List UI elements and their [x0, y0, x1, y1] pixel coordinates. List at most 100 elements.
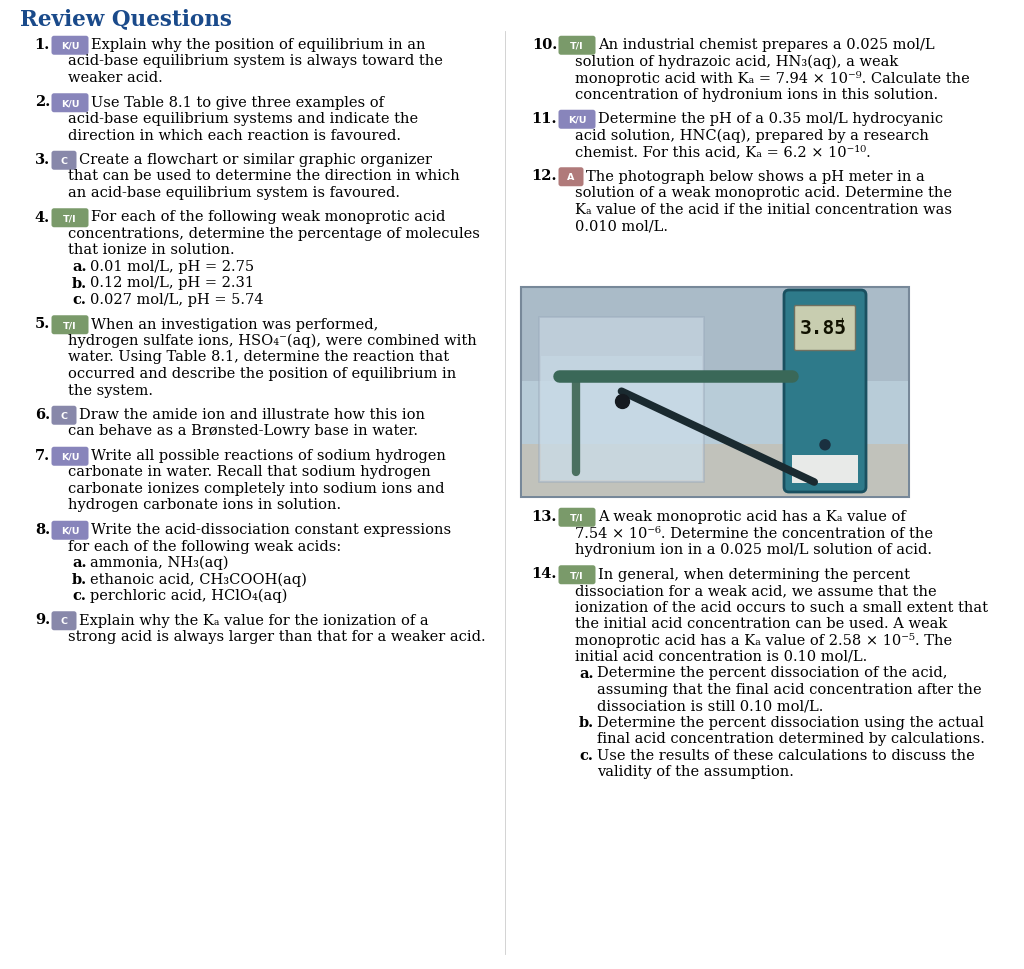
Text: monoprotic acid with Kₐ = 7.94 × 10⁻⁹. Calculate the: monoprotic acid with Kₐ = 7.94 × 10⁻⁹. C… — [575, 71, 970, 86]
Text: T/I: T/I — [63, 321, 77, 329]
FancyBboxPatch shape — [558, 37, 596, 55]
Text: ethanoic acid, CH₃COOH(aq): ethanoic acid, CH₃COOH(aq) — [90, 572, 307, 586]
Text: for each of the following weak acids:: for each of the following weak acids: — [68, 539, 341, 553]
FancyBboxPatch shape — [51, 94, 88, 113]
Text: concentration of hydronium ions in this solution.: concentration of hydronium ions in this … — [575, 87, 938, 102]
Text: weaker acid.: weaker acid. — [68, 71, 163, 85]
Text: initial acid concentration is 0.10 mol/L.: initial acid concentration is 0.10 mol/L… — [575, 649, 867, 664]
FancyBboxPatch shape — [541, 357, 702, 481]
Text: validity of the assumption.: validity of the assumption. — [597, 765, 794, 779]
Text: When an investigation was performed,: When an investigation was performed, — [91, 317, 379, 331]
Text: An industrial chemist prepares a 0.025 mol/L: An industrial chemist prepares a 0.025 m… — [598, 38, 935, 52]
Text: hydrogen sulfate ions, HSO₄⁻(aq), were combined with: hydrogen sulfate ions, HSO₄⁻(aq), were c… — [68, 333, 477, 348]
Text: monoprotic acid has a Kₐ value of 2.58 × 10⁻⁵. The: monoprotic acid has a Kₐ value of 2.58 ×… — [575, 633, 952, 648]
Text: 4.: 4. — [35, 210, 50, 224]
Text: 12.: 12. — [531, 170, 557, 183]
Text: c.: c. — [579, 748, 593, 763]
Text: T/I: T/I — [570, 514, 584, 522]
FancyBboxPatch shape — [558, 110, 596, 130]
Text: Use the results of these calculations to discuss the: Use the results of these calculations to… — [597, 748, 975, 763]
Text: 7.: 7. — [35, 449, 50, 462]
FancyBboxPatch shape — [51, 406, 77, 425]
Text: occurred and describe the position of equilibrium in: occurred and describe the position of eq… — [68, 366, 457, 381]
Text: a.: a. — [72, 260, 86, 273]
Text: acid-base equilibrium systems and indicate the: acid-base equilibrium systems and indica… — [68, 111, 418, 126]
Text: Determine the percent dissociation using the actual: Determine the percent dissociation using… — [597, 715, 984, 730]
Text: a.: a. — [72, 555, 86, 570]
Text: that ionize in solution.: that ionize in solution. — [68, 243, 234, 257]
Text: acid solution, HNC(aq), prepared by a research: acid solution, HNC(aq), prepared by a re… — [575, 128, 929, 142]
Text: Kₐ value of the acid if the initial concentration was: Kₐ value of the acid if the initial conc… — [575, 203, 952, 216]
FancyBboxPatch shape — [51, 209, 88, 228]
Text: an acid-base equilibrium system is favoured.: an acid-base equilibrium system is favou… — [68, 186, 400, 200]
Text: ammonia, NH₃(aq): ammonia, NH₃(aq) — [90, 555, 228, 570]
Text: K/U: K/U — [567, 115, 587, 125]
Text: 3.85: 3.85 — [800, 319, 847, 338]
Text: assuming that the final acid concentration after the: assuming that the final acid concentrati… — [597, 682, 982, 697]
Text: b.: b. — [579, 715, 594, 730]
Text: hydronium ion in a 0.025 mol/L solution of acid.: hydronium ion in a 0.025 mol/L solution … — [575, 543, 932, 556]
Text: Review Questions: Review Questions — [20, 8, 231, 30]
Text: b.: b. — [72, 572, 87, 586]
Text: strong acid is always larger than that for a weaker acid.: strong acid is always larger than that f… — [68, 629, 485, 643]
FancyBboxPatch shape — [51, 611, 77, 631]
Text: Draw the amide ion and illustrate how this ion: Draw the amide ion and illustrate how th… — [79, 408, 425, 422]
Text: 8.: 8. — [35, 522, 50, 537]
FancyBboxPatch shape — [51, 521, 88, 540]
FancyBboxPatch shape — [539, 318, 705, 483]
Text: C: C — [60, 157, 68, 166]
Text: Use Table 8.1 to give three examples of: Use Table 8.1 to give three examples of — [91, 95, 384, 109]
FancyBboxPatch shape — [521, 288, 909, 497]
Text: Determine the pH of a 0.35 mol/L hydrocyanic: Determine the pH of a 0.35 mol/L hydrocy… — [598, 111, 943, 126]
Text: K/U: K/U — [60, 42, 79, 50]
FancyBboxPatch shape — [792, 455, 858, 484]
Text: 1.: 1. — [35, 38, 50, 52]
Text: T/I: T/I — [63, 214, 77, 223]
Text: ▏: ▏ — [841, 317, 849, 332]
Text: a.: a. — [579, 666, 594, 680]
FancyBboxPatch shape — [51, 316, 88, 335]
Text: 14.: 14. — [531, 567, 557, 580]
Text: b.: b. — [72, 276, 87, 290]
Text: c.: c. — [72, 293, 86, 306]
Text: hydrogen carbonate ions in solution.: hydrogen carbonate ions in solution. — [68, 498, 341, 512]
Text: the initial acid concentration can be used. A weak: the initial acid concentration can be us… — [575, 616, 947, 631]
Text: dissociation for a weak acid, we assume that the: dissociation for a weak acid, we assume … — [575, 583, 937, 597]
Text: final acid concentration determined by calculations.: final acid concentration determined by c… — [597, 732, 985, 746]
Text: chemist. For this acid, Kₐ = 6.2 × 10⁻¹⁰.: chemist. For this acid, Kₐ = 6.2 × 10⁻¹⁰… — [575, 144, 870, 159]
Text: T/I: T/I — [570, 42, 584, 50]
Text: Write all possible reactions of sodium hydrogen: Write all possible reactions of sodium h… — [91, 449, 445, 462]
Text: 0.01 mol/L, pH = 2.75: 0.01 mol/L, pH = 2.75 — [90, 260, 254, 273]
Text: Write the acid-dissociation constant expressions: Write the acid-dissociation constant exp… — [91, 522, 452, 537]
Text: Create a flowchart or similar graphic organizer: Create a flowchart or similar graphic or… — [79, 153, 432, 167]
Text: K/U: K/U — [60, 99, 79, 109]
Text: c.: c. — [72, 588, 86, 603]
Text: ionization of the acid occurs to such a small extent that: ionization of the acid occurs to such a … — [575, 600, 988, 614]
Text: carbonate in water. Recall that sodium hydrogen: carbonate in water. Recall that sodium h… — [68, 465, 431, 479]
Text: direction in which each reaction is favoured.: direction in which each reaction is favo… — [68, 128, 401, 142]
Text: solution of a weak monoprotic acid. Determine the: solution of a weak monoprotic acid. Dete… — [575, 186, 952, 200]
Text: C: C — [60, 616, 68, 626]
Text: 0.010 mol/L.: 0.010 mol/L. — [575, 219, 668, 233]
Text: that can be used to determine the direction in which: that can be used to determine the direct… — [68, 170, 460, 183]
FancyBboxPatch shape — [558, 566, 596, 584]
Text: 0.027 mol/L, pH = 5.74: 0.027 mol/L, pH = 5.74 — [90, 293, 263, 306]
Text: The photograph below shows a pH meter in a: The photograph below shows a pH meter in… — [586, 170, 925, 183]
Text: Determine the percent dissociation of the acid,: Determine the percent dissociation of th… — [597, 666, 947, 680]
FancyBboxPatch shape — [51, 448, 88, 466]
Text: 2.: 2. — [35, 95, 50, 109]
Text: T/I: T/I — [570, 571, 584, 579]
Text: concentrations, determine the percentage of molecules: concentrations, determine the percentage… — [68, 227, 480, 240]
FancyBboxPatch shape — [795, 306, 855, 351]
Text: C: C — [60, 411, 68, 421]
Text: For each of the following weak monoprotic acid: For each of the following weak monoproti… — [91, 210, 445, 224]
FancyBboxPatch shape — [522, 444, 908, 496]
FancyBboxPatch shape — [558, 508, 596, 527]
Text: dissociation is still 0.10 mol/L.: dissociation is still 0.10 mol/L. — [597, 699, 823, 713]
Text: A: A — [567, 173, 574, 182]
Text: K/U: K/U — [60, 526, 79, 535]
Text: perchloric acid, HClO₄(aq): perchloric acid, HClO₄(aq) — [90, 588, 288, 603]
Text: solution of hydrazoic acid, HN₃(aq), a weak: solution of hydrazoic acid, HN₃(aq), a w… — [575, 54, 898, 69]
Text: water. Using Table 8.1, determine the reaction that: water. Using Table 8.1, determine the re… — [68, 350, 450, 364]
Text: 5.: 5. — [35, 317, 50, 331]
